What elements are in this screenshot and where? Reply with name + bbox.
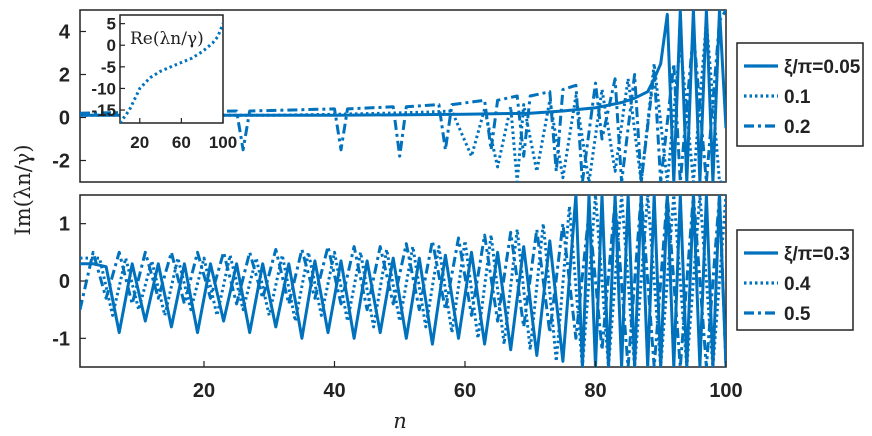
legend-label: 0.4: [784, 274, 811, 295]
bottom-ytick-label: 0: [59, 271, 70, 293]
legend-label: 0.2: [784, 117, 810, 138]
top-ytick-label: 0: [59, 108, 70, 130]
bottom-xtick-label: 100: [709, 380, 742, 402]
top-legend-entries: ξ/π=0.05 0.1 0.2: [744, 57, 861, 138]
x-axis-label: n: [393, 409, 407, 433]
inset-ytick-label: 0: [107, 36, 116, 55]
top-series-line-2: [80, 10, 726, 182]
bottom-xtick-label: 40: [323, 380, 345, 402]
inset-ytick-label: -5: [101, 58, 116, 77]
bottom-xtick-label: 80: [584, 380, 606, 402]
bottom-legend: ξ/π=0.3 0.4 0.5: [736, 229, 854, 331]
inset-plot: 5 0 -5 -10 -15 20 60 100 Re(λn/γ): [91, 14, 237, 152]
bottom-ytick-label: 1: [59, 214, 70, 236]
top-series-line-1: [80, 19, 726, 182]
bottom-xtick-label: 60: [454, 380, 476, 402]
top-series-line-0: [80, 10, 726, 182]
bottom-yticks: 1 0 -1: [52, 214, 86, 350]
inset-xtick-label: 60: [172, 133, 191, 152]
inset-series-group: [120, 23, 223, 123]
top-series-group: [80, 10, 726, 182]
bottom-series-group: [80, 195, 726, 367]
bottom-legend-entries: ξ/π=0.3 0.4 0.5: [744, 244, 850, 325]
bottom-series-line-2: [80, 195, 726, 367]
top-yticks: 4 2 0 -2: [52, 22, 86, 173]
y-axis-label: Im(λn/γ): [11, 144, 35, 235]
inset-ytick-label: -15: [91, 101, 116, 120]
legend-label: ξ/π=0.3: [784, 244, 850, 265]
bottom-series-line-1: [80, 195, 726, 367]
bottom-xtick-label: 20: [193, 380, 215, 402]
inset-xtick-label: 20: [130, 133, 149, 152]
inset-xtick-label: 100: [209, 133, 237, 152]
bottom-ytick-label: -1: [52, 328, 70, 350]
legend-label: 0.1: [784, 87, 811, 108]
top-legend: ξ/π=0.05 0.1 0.2: [736, 42, 864, 147]
bottom-xticks: 20 40 60 80 100: [193, 361, 743, 402]
inset-ytick-label: 5: [107, 15, 116, 34]
top-ytick-label: 4: [59, 22, 71, 44]
top-ytick-label: -2: [52, 151, 70, 173]
legend-label: ξ/π=0.05: [784, 57, 861, 78]
bottom-panel: 1 0 -1 20 40 60 80 100 ξ/π=0.3 0.4 0.5: [52, 194, 854, 402]
bottom-legend-box: [736, 229, 854, 331]
inset-title: Re(λn/γ): [130, 29, 204, 49]
top-ytick-label: 2: [59, 65, 70, 87]
inset-ticks: 5 0 -5 -10 -15 20 60 100: [91, 15, 237, 152]
legend-label: 0.5: [784, 304, 811, 325]
inset-ytick-label: -10: [91, 79, 116, 98]
inset-frame: [119, 14, 224, 124]
top-legend-box: [736, 42, 864, 147]
inset-series-line: [120, 23, 223, 123]
